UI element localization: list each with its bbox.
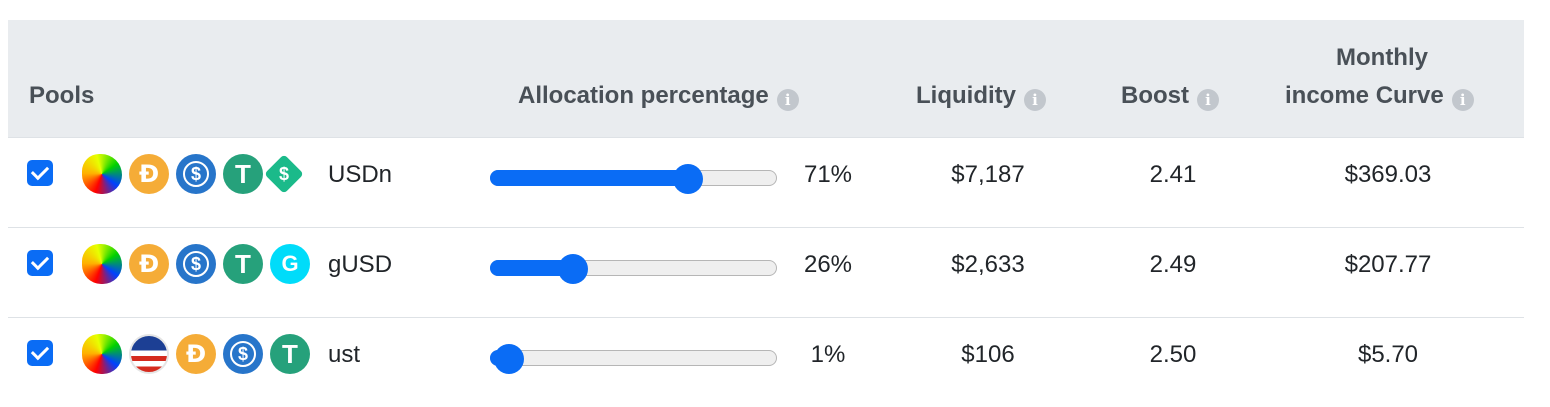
- gusd-icon: [270, 244, 310, 284]
- header-allocation: Allocation percentage i: [518, 80, 799, 112]
- monthly-income-value: $369.03: [1344, 161, 1432, 188]
- curve-u-icon: [82, 334, 122, 374]
- header-pools: Pools: [29, 82, 95, 109]
- info-icon[interactable]: i: [1197, 89, 1219, 111]
- usdc-icon: [176, 244, 216, 284]
- boost-value: 2.49: [1149, 251, 1197, 278]
- header-liquidity: Liquidity i: [916, 80, 1046, 112]
- table-header: Pools Allocation percentage i Liquidity i …: [8, 20, 1524, 138]
- dai-icon: [176, 334, 216, 374]
- dai-icon: [129, 154, 169, 194]
- slider-thumb[interactable]: [673, 164, 704, 194]
- pool-checkbox[interactable]: [27, 250, 53, 276]
- usdc-icon: [223, 334, 263, 374]
- header-income-line1: Monthly: [1336, 44, 1428, 71]
- pool-checkbox[interactable]: [27, 160, 53, 186]
- usdc-icon: [176, 154, 216, 194]
- slider-thumb[interactable]: [493, 344, 524, 374]
- slider-fill: [490, 170, 688, 186]
- slider-thumb[interactable]: [557, 254, 588, 284]
- info-icon[interactable]: i: [1023, 89, 1046, 111]
- curve-susd-icon: [82, 154, 122, 194]
- table-row: gUSD 26% $2,633 2.49 $207.77: [8, 228, 1524, 318]
- pool-name: gUSD: [328, 251, 393, 278]
- liquidity-value: $106: [961, 341, 1015, 368]
- susd-icon: [264, 154, 304, 194]
- usdt-icon: [223, 244, 263, 284]
- slider-fill: [490, 260, 572, 276]
- boost-value: 2.50: [1149, 341, 1197, 368]
- monthly-income-value: $5.70: [1357, 341, 1419, 368]
- allocation-slider[interactable]: [490, 164, 777, 194]
- allocation-slider[interactable]: [490, 344, 777, 374]
- liquidity-value: $2,633: [951, 251, 1025, 278]
- allocation-slider[interactable]: [490, 254, 777, 284]
- boost-value: 2.41: [1149, 161, 1197, 188]
- allocation-percent: 1%: [810, 341, 846, 368]
- usdt-icon: [223, 154, 263, 194]
- info-icon[interactable]: i: [1451, 89, 1474, 111]
- allocation-percent: 26%: [803, 251, 853, 278]
- info-icon[interactable]: i: [776, 89, 799, 111]
- usdt-icon: [270, 334, 310, 374]
- us-flag-icon: [129, 334, 169, 374]
- pools-table: Pools Allocation percentage i Liquidity i …: [8, 20, 1524, 407]
- header-boost: Boost i: [1121, 80, 1219, 112]
- allocation-percent: 71%: [803, 161, 853, 188]
- curve-gusd-icon: [82, 244, 122, 284]
- pool-name: USDn: [328, 161, 393, 188]
- monthly-income-value: $207.77: [1344, 251, 1432, 278]
- pool-name: ust: [328, 341, 361, 368]
- liquidity-value: $7,187: [951, 161, 1025, 188]
- table-row: ust 1% $106 2.50 $5.70: [8, 318, 1524, 407]
- dai-icon: [129, 244, 169, 284]
- table-row: USDn 71% $7,187 2.41 $369.03: [8, 138, 1524, 228]
- header-income: income Curve i: [1285, 80, 1474, 112]
- pool-checkbox[interactable]: [27, 340, 53, 366]
